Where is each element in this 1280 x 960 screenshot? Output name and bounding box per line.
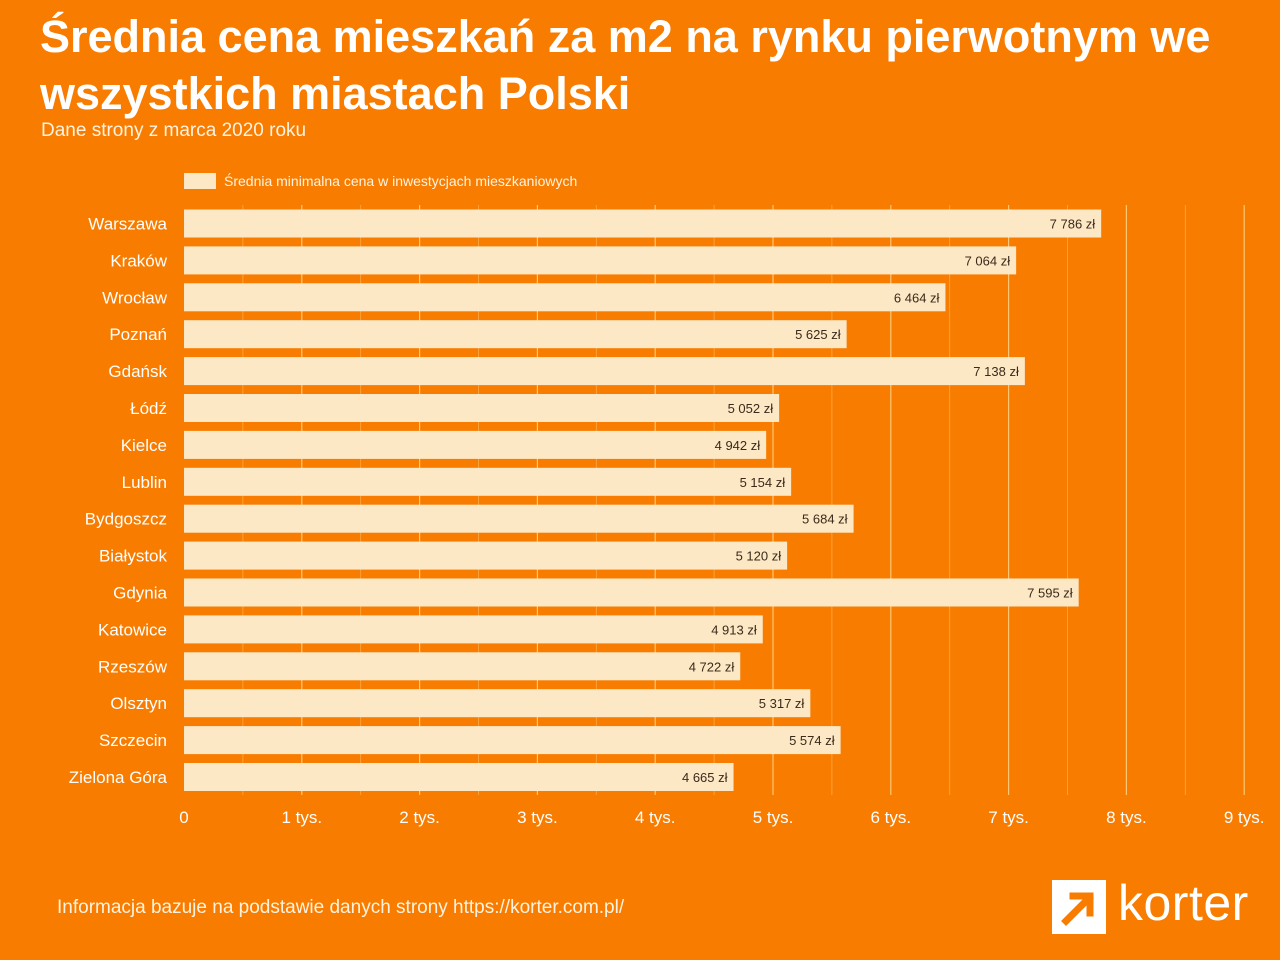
bar-value-label: 7 064 zł [965, 253, 1011, 268]
x-tick-label: 1 tys. [281, 808, 322, 827]
category-label: Lublin [122, 473, 167, 492]
bar-value-label: 5 154 zł [740, 475, 786, 490]
logo-mark [1052, 880, 1106, 934]
x-tick-label: 2 tys. [399, 808, 440, 827]
bar-value-label: 4 913 zł [711, 622, 757, 637]
bar [184, 357, 1025, 386]
bar [184, 541, 788, 570]
category-label: Łódź [130, 399, 167, 418]
bar [184, 283, 946, 312]
bar-value-label: 4 665 zł [682, 770, 728, 785]
category-label: Poznań [109, 325, 167, 344]
bar [184, 246, 1017, 275]
arrow-up-right-icon [1061, 892, 1094, 926]
page-subtitle: Dane strony z marca 2020 roku [41, 120, 307, 141]
bar-value-label: 6 464 zł [894, 290, 940, 305]
bar [184, 689, 811, 718]
bar-value-label: 7 786 zł [1050, 217, 1096, 232]
x-tick-label: 7 tys. [988, 808, 1029, 827]
x-tick-label: 5 tys. [753, 808, 794, 827]
bar [184, 467, 792, 496]
logo-text: korter [1118, 875, 1249, 931]
category-label: Gdynia [113, 584, 167, 603]
category-label: Bydgoszcz [85, 510, 167, 529]
bar-value-label: 5 120 zł [736, 549, 782, 564]
x-tick-label: 4 tys. [635, 808, 676, 827]
bar-value-label: 5 317 zł [759, 696, 805, 711]
bar-value-label: 5 625 zł [795, 327, 841, 342]
bar-value-label: 4 722 zł [689, 659, 735, 674]
bar [184, 652, 741, 681]
bar-value-label: 5 684 zł [802, 512, 848, 527]
category-label: Katowice [98, 620, 167, 639]
x-tick-label: 6 tys. [870, 808, 911, 827]
category-label: Gdańsk [108, 362, 167, 381]
bar [184, 504, 854, 533]
bar-value-label: 7 595 zł [1027, 586, 1073, 601]
bar-value-label: 7 138 zł [973, 364, 1019, 379]
x-tick-label: 3 tys. [517, 808, 558, 827]
bar [184, 615, 763, 644]
category-label: Zielona Góra [69, 768, 168, 787]
bars: 7 786 zł 7 064 zł 6 464 zł 5 625 zł 7 138 zł… [184, 209, 1102, 791]
category-label: Warszawa [88, 215, 167, 234]
category-label: Kielce [121, 436, 167, 455]
category-label: Rzeszów [98, 657, 168, 676]
bar [184, 430, 767, 459]
category-labels: Warszawa Kraków Wrocław Poznań Gdańsk Łódź Kie… [69, 215, 168, 788]
korter-logo: korter [1052, 875, 1262, 936]
legend-label: Średnia minimalna cena w inwestycjach mi… [224, 172, 577, 189]
x-tick-label: 9 tys. [1224, 808, 1265, 827]
bar-value-label: 5 052 zł [728, 401, 774, 416]
page-title: Średnia cena mieszkań za m2 na rynku pie… [40, 11, 1211, 119]
category-label: Wrocław [102, 288, 168, 307]
bar [184, 209, 1102, 238]
bar [184, 578, 1079, 607]
bar [184, 726, 841, 755]
x-tick-labels: 0 1 tys. 2 tys. 3 tys. 4 tys. 5 tys. 6 tys. 7 t… [179, 808, 1264, 827]
bar [184, 394, 780, 422]
category-label: Białystok [99, 547, 168, 566]
x-tick-label: 8 tys. [1106, 808, 1147, 827]
bar [184, 763, 734, 791]
legend: Średnia minimalna cena w inwestycjach mi… [184, 172, 577, 189]
source-note: Informacja bazuje na podstawie danych st… [57, 897, 625, 918]
bar-value-label: 5 574 zł [789, 733, 835, 748]
bar-value-label: 4 942 zł [715, 438, 761, 453]
bar [184, 320, 847, 349]
category-label: Olsztyn [110, 694, 167, 713]
category-label: Kraków [110, 251, 167, 270]
category-label: Szczecin [99, 731, 167, 750]
x-tick-label: 0 [179, 808, 188, 827]
legend-swatch [184, 173, 216, 189]
